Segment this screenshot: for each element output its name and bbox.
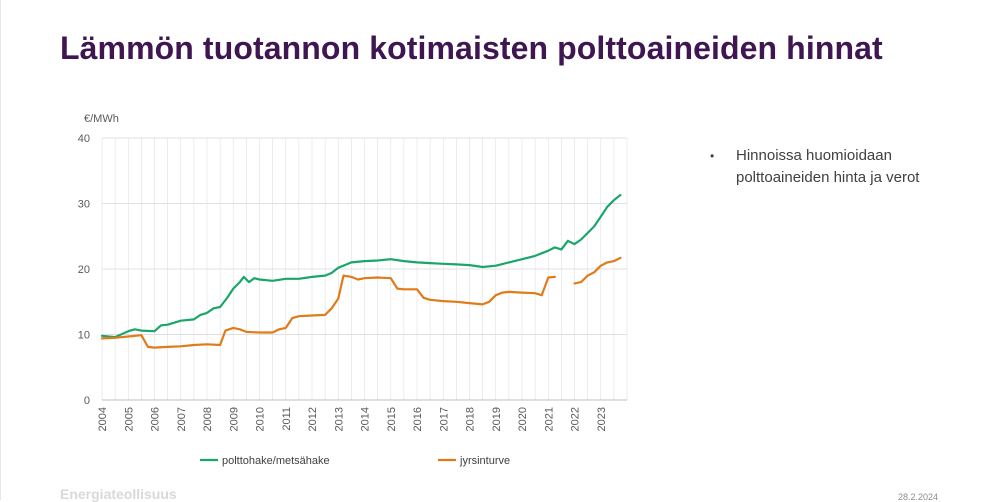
chart-series — [100, 193, 622, 349]
x-tick-label: 2014 — [360, 407, 372, 431]
x-tick-label: 2015 — [386, 407, 398, 431]
x-tick-label: 2023 — [596, 407, 608, 431]
bullet-note: • Hinnoissa huomioidaan polttoaineiden h… — [710, 145, 950, 189]
x-tick-label: 2019 — [491, 407, 503, 431]
y-tick-label: 30 — [78, 199, 90, 211]
footer-date: 28.2.2024 — [898, 492, 939, 502]
x-tick-label: 2013 — [333, 407, 345, 431]
x-tick-label: 2021 — [543, 407, 555, 431]
x-tick-label: 2011 — [281, 407, 293, 431]
x-tick-label: 2016 — [412, 407, 424, 431]
x-tick-label: 2007 — [176, 407, 188, 431]
legend-label: jyrsinturve — [459, 455, 510, 467]
x-tick-label: 2022 — [570, 407, 582, 431]
y-tick-label: 10 — [78, 330, 90, 342]
x-tick-label: 2006 — [150, 407, 162, 431]
slide-border — [0, 0, 1, 500]
bullet-dot-icon: • — [710, 149, 715, 163]
slide-title: Lämmön tuotannon kotimaisten polttoainei… — [60, 30, 883, 66]
legend-label: polttohake/metsähake — [222, 455, 330, 467]
gridlines — [101, 137, 628, 401]
x-tick-label: 2018 — [465, 407, 477, 431]
series-line — [100, 274, 556, 349]
series-line — [573, 256, 622, 285]
footer-logo: Energiateollisuus — [60, 486, 177, 502]
x-tick-label: 2008 — [202, 407, 214, 431]
x-tick-label: 2005 — [123, 407, 135, 431]
y-axis-label: €/MWh — [84, 113, 119, 125]
y-tick-label: 0 — [84, 395, 90, 407]
bullet-text: Hinnoissa huomioidaan polttoaineiden hin… — [736, 147, 920, 186]
series-line — [100, 193, 622, 339]
x-tick-label: 2010 — [255, 407, 267, 431]
chart-legend: polttohake/metsähake jyrsinturve — [200, 455, 510, 467]
x-tick-label: 2017 — [438, 407, 450, 431]
x-tick-label: 2009 — [228, 407, 240, 431]
x-tick-label: 2020 — [517, 407, 529, 431]
y-tick-label: 40 — [78, 133, 90, 145]
x-tick-label: 2012 — [307, 407, 319, 431]
chart-axes: 0 10 20 30 40 2004 2005 2006 2007 2008 2009 2010 201… — [78, 113, 627, 431]
x-tick-label: 2004 — [97, 407, 109, 431]
y-tick-label: 20 — [78, 264, 90, 276]
